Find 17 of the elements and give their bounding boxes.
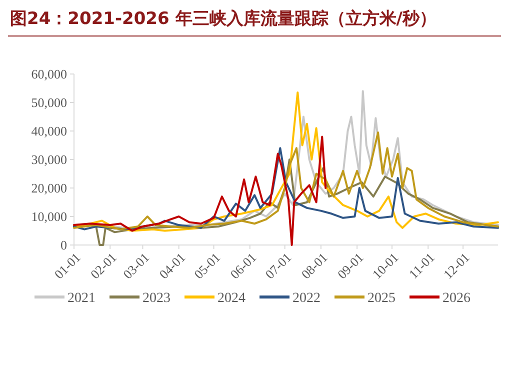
chart-title: 图24：2021-2026 年三峡入库流量跟踪（立方米/秒）	[10, 9, 436, 29]
legend-label: 2025	[368, 290, 396, 306]
y-tick-label: 40,000	[31, 124, 67, 139]
line-series	[73, 147, 499, 230]
line-series	[73, 131, 499, 230]
y-tick-label: 10,000	[31, 209, 67, 224]
y-tick-label: 60,000	[31, 66, 67, 82]
y-tick-label: 30,000	[31, 152, 67, 168]
y-tick-label: 50,000	[31, 95, 67, 110]
legend-label: 2021	[68, 290, 96, 306]
y-tick-label: 0	[60, 238, 67, 253]
y-tick-label: 20,000	[31, 180, 67, 196]
legend-label: 2026	[442, 290, 470, 306]
legend-label: 2023	[142, 290, 170, 306]
legend-label: 2022	[292, 290, 320, 306]
legend-label: 2024	[218, 290, 246, 306]
line-series	[73, 136, 327, 246]
